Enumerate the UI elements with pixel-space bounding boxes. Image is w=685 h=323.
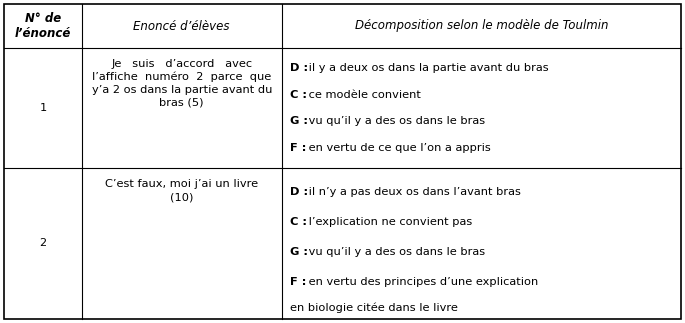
Text: il y a deux os dans la partie avant du bras: il y a deux os dans la partie avant du b… [305, 63, 549, 73]
Text: 2: 2 [39, 238, 47, 248]
Text: l’affiche  numéro  2  parce  que: l’affiche numéro 2 parce que [92, 72, 271, 82]
Text: D :: D : [290, 63, 308, 73]
Text: C’est faux, moi j’ai un livre: C’est faux, moi j’ai un livre [105, 179, 258, 189]
Text: vu qu’il y a des os dans le bras: vu qu’il y a des os dans le bras [305, 116, 485, 126]
Text: F :: F : [290, 143, 306, 153]
Text: C :: C : [290, 90, 307, 100]
Text: (10): (10) [170, 192, 193, 202]
Text: y’a 2 os dans la partie avant du: y’a 2 os dans la partie avant du [92, 85, 272, 95]
Text: Enoncé d’élèves: Enoncé d’élèves [134, 19, 230, 33]
Text: en vertu de ce que l’on a appris: en vertu de ce que l’on a appris [305, 143, 490, 153]
Text: vu qu’il y a des os dans le bras: vu qu’il y a des os dans le bras [305, 247, 485, 257]
Text: bras (5): bras (5) [160, 98, 204, 108]
Text: il n’y a pas deux os dans l’avant bras: il n’y a pas deux os dans l’avant bras [305, 187, 521, 197]
Text: en biologie citée dans le livre: en biologie citée dans le livre [290, 302, 458, 313]
Text: Décomposition selon le modèle de Toulmin: Décomposition selon le modèle de Toulmin [355, 19, 608, 33]
Text: G :: G : [290, 247, 308, 257]
Text: l’explication ne convient pas: l’explication ne convient pas [305, 217, 472, 227]
Text: ce modèle convient: ce modèle convient [305, 90, 421, 100]
Text: en vertu des principes d’une explication: en vertu des principes d’une explication [305, 277, 538, 287]
Text: D :: D : [290, 187, 308, 197]
Text: G :: G : [290, 116, 308, 126]
Text: Je   suis   d’accord   avec: Je suis d’accord avec [111, 59, 252, 69]
Text: 1: 1 [39, 103, 47, 113]
Text: C :: C : [290, 217, 307, 227]
Text: F :: F : [290, 277, 306, 287]
Text: N° de
l’énoncé: N° de l’énoncé [15, 12, 71, 40]
